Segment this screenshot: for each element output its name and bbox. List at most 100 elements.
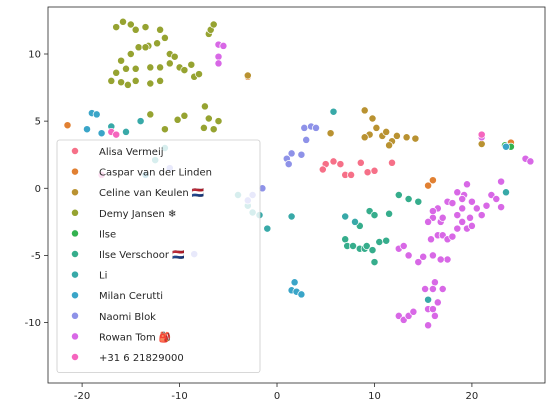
- data-point: [209, 125, 218, 134]
- legend-label: +31 6 21829000: [99, 353, 184, 364]
- data-point: [219, 41, 228, 50]
- data-point: [300, 123, 309, 132]
- data-point: [394, 191, 403, 199]
- data-point: [382, 236, 391, 245]
- legend-item: Milan Cerutti: [71, 291, 163, 302]
- data-point: [458, 217, 467, 226]
- data-point: [134, 43, 143, 52]
- legend-marker: [71, 291, 79, 300]
- legend-marker: [71, 270, 79, 279]
- series-10: [97, 127, 486, 179]
- data-point: [209, 20, 218, 29]
- data-point: [195, 70, 203, 79]
- data-point: [421, 285, 430, 293]
- data-point: [214, 52, 223, 61]
- data-point: [458, 204, 467, 213]
- data-point: [497, 177, 506, 186]
- legend-marker: [71, 147, 79, 155]
- data-point: [153, 39, 162, 48]
- data-point: [63, 121, 72, 130]
- legend-item: +31 6 21829000: [71, 353, 184, 364]
- points-layer: [63, 17, 535, 330]
- legend: Alisa Vermeij Caspar van der Linden Celine…: [56, 139, 261, 374]
- legend-label: Caspar van der Linden: [99, 168, 212, 179]
- data-point: [165, 59, 174, 68]
- data-point: [411, 134, 420, 143]
- data-point: [92, 110, 101, 119]
- data-point: [284, 160, 293, 169]
- data-point: [463, 180, 471, 189]
- data-point: [424, 181, 433, 190]
- legend-marker: [71, 353, 79, 361]
- legend-label: Milan Cerutti: [99, 291, 163, 302]
- data-point: [448, 232, 457, 241]
- data-point: [141, 43, 150, 52]
- data-point: [427, 235, 435, 244]
- data-point: [428, 285, 437, 293]
- data-point: [424, 295, 433, 304]
- data-point: [428, 176, 437, 185]
- data-point: [173, 115, 182, 124]
- data-point: [131, 76, 140, 85]
- data-point: [351, 217, 359, 226]
- data-point: [117, 56, 126, 65]
- data-point: [424, 321, 433, 330]
- data-point: [502, 188, 510, 197]
- data-point: [83, 125, 91, 134]
- data-point: [392, 131, 401, 140]
- data-point: [312, 123, 320, 132]
- data-point: [146, 63, 155, 72]
- x-tick-label: -20: [74, 391, 90, 402]
- data-point: [187, 60, 196, 69]
- data-point: [263, 224, 272, 233]
- data-point: [360, 106, 369, 115]
- data-point: [448, 199, 457, 208]
- data-point: [368, 114, 377, 123]
- data-point: [180, 66, 189, 75]
- data-point: [370, 258, 379, 267]
- axes-frame: [47, 6, 546, 384]
- data-point: [360, 133, 369, 142]
- legend-marker: [71, 311, 79, 320]
- legend-item: Caspar van der Linden: [71, 168, 212, 179]
- data-point: [119, 17, 127, 26]
- ticks-layer: -20 -10 0 10 20 -10 -5 0 5 10: [25, 50, 479, 403]
- data-point: [453, 224, 462, 233]
- data-point: [156, 63, 165, 72]
- data-point: [438, 285, 447, 293]
- data-point: [467, 197, 476, 206]
- data-point: [97, 129, 106, 138]
- data-point: [436, 255, 445, 264]
- data-point: [146, 79, 155, 88]
- data-point: [362, 242, 371, 250]
- data-point: [372, 123, 381, 132]
- data-point: [375, 238, 384, 246]
- data-point: [160, 33, 169, 42]
- y-tick-label: 10: [28, 50, 41, 61]
- data-point: [370, 211, 379, 220]
- data-point: [428, 305, 437, 314]
- data-point: [122, 64, 130, 73]
- plot-area: [47, 6, 546, 384]
- data-point: [424, 217, 433, 226]
- data-point: [404, 195, 413, 203]
- data-point: [180, 111, 189, 120]
- data-point: [430, 311, 439, 320]
- y-tick-label: 0: [35, 184, 41, 195]
- legend-item: Demy Jansen ❄: [71, 209, 176, 220]
- data-point: [428, 251, 437, 260]
- legend-label: Ilse: [99, 229, 116, 240]
- data-point: [318, 165, 327, 174]
- data-point: [329, 157, 338, 166]
- data-point: [146, 110, 155, 119]
- legend-item: Alisa Vermeij: [71, 147, 164, 158]
- data-point: [368, 246, 377, 255]
- data-point: [399, 242, 408, 250]
- legend-item: Rowan Tom 🎒: [71, 330, 172, 343]
- data-point: [482, 201, 491, 210]
- legend-marker: [71, 229, 79, 238]
- data-point: [126, 20, 135, 29]
- data-point: [438, 213, 447, 222]
- data-point: [385, 141, 394, 150]
- legend-item: Li: [71, 271, 107, 282]
